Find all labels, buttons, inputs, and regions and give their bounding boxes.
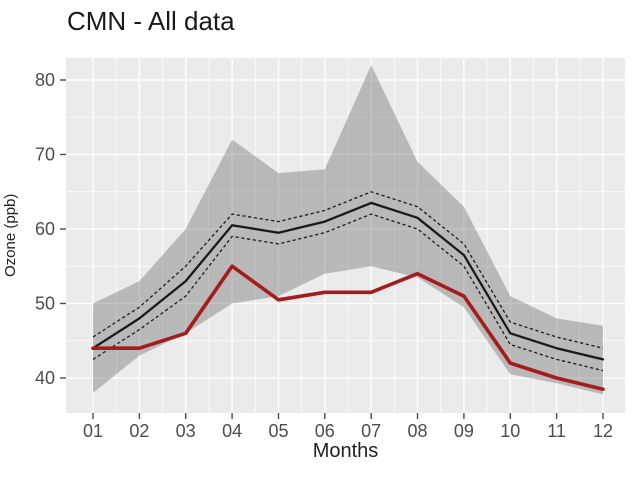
svg-text:09: 09 [454, 421, 474, 441]
svg-text:60: 60 [35, 219, 55, 239]
svg-text:12: 12 [593, 421, 613, 441]
svg-text:07: 07 [361, 421, 381, 441]
svg-text:01: 01 [83, 421, 103, 441]
svg-text:70: 70 [35, 145, 55, 165]
svg-text:06: 06 [315, 421, 335, 441]
svg-text:05: 05 [268, 421, 288, 441]
svg-text:08: 08 [407, 421, 427, 441]
svg-text:11: 11 [547, 421, 566, 441]
svg-text:50: 50 [35, 294, 55, 314]
svg-text:04: 04 [222, 421, 242, 441]
svg-text:10: 10 [500, 421, 520, 441]
svg-text:03: 03 [176, 421, 196, 441]
svg-text:80: 80 [35, 70, 55, 90]
svg-text:40: 40 [35, 368, 55, 388]
svg-text:02: 02 [129, 421, 149, 441]
